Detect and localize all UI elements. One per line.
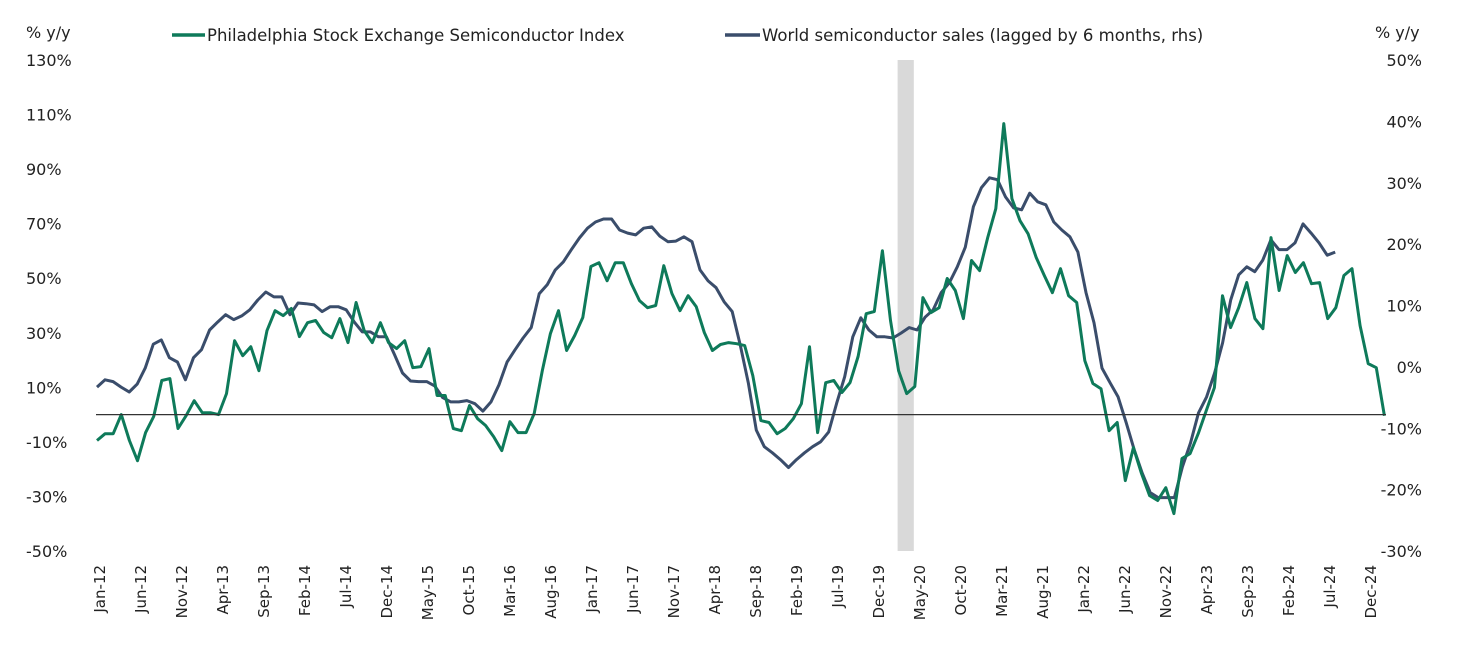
x-tick-label: Oct-15 bbox=[460, 565, 478, 615]
series-line-world-semiconductor-sales bbox=[95, 176, 1336, 500]
x-tick-label: Jan-22 bbox=[1075, 565, 1093, 614]
x-tick-label: Oct-20 bbox=[952, 565, 970, 615]
x-tick-label: Jan-17 bbox=[583, 565, 601, 614]
x-tick-label: Dec-24 bbox=[1362, 565, 1380, 619]
x-tick-label: Sep-13 bbox=[255, 565, 273, 618]
x-tick-label: Feb-14 bbox=[296, 565, 314, 616]
x-tick-label: Nov-12 bbox=[173, 565, 191, 618]
x-tick-label: Jun-22 bbox=[1116, 565, 1134, 614]
series-layer bbox=[95, 122, 1386, 516]
x-tick-label: Feb-24 bbox=[1280, 565, 1298, 616]
legend: Philadelphia Stock Exchange Semiconducto… bbox=[172, 26, 1203, 45]
x-tick-label: Apr-23 bbox=[1198, 565, 1216, 615]
right-tick-label: 50% bbox=[1386, 51, 1422, 70]
right-tick-label: 10% bbox=[1386, 297, 1422, 316]
legend-label-sox: Philadelphia Stock Exchange Semiconducto… bbox=[207, 26, 625, 45]
left-tick-label: -10% bbox=[26, 433, 67, 452]
x-tick-label: Jul-14 bbox=[337, 565, 355, 609]
right-tick-label: -20% bbox=[1381, 481, 1422, 500]
x-tick-label: Sep-18 bbox=[747, 565, 765, 618]
x-tick-label: May-20 bbox=[911, 565, 929, 620]
x-tick-label: Nov-17 bbox=[665, 565, 683, 618]
right-tick-label: 30% bbox=[1386, 174, 1422, 193]
left-tick-label: -30% bbox=[26, 487, 67, 506]
x-tick-label: Dec-19 bbox=[870, 565, 888, 619]
x-tick-label: Jul-24 bbox=[1321, 565, 1339, 609]
left-tick-label: 10% bbox=[26, 378, 62, 397]
right-tick-label: -10% bbox=[1381, 419, 1422, 438]
right-axis-label: % y/y bbox=[1375, 23, 1420, 42]
left-tick-label: 50% bbox=[26, 269, 62, 288]
x-tick-label: Nov-22 bbox=[1157, 565, 1175, 618]
left-axis-ticks: -50% -30% -10% 10% 30% 50% 70% 90% 110% 130% bbox=[26, 51, 72, 561]
right-tick-label: 20% bbox=[1386, 235, 1422, 254]
x-tick-label: May-15 bbox=[419, 565, 437, 620]
x-tick-label: Jun-12 bbox=[132, 565, 150, 614]
x-tick-label: Apr-18 bbox=[706, 565, 724, 615]
right-tick-label: 0% bbox=[1397, 358, 1422, 377]
x-tick-label: Jul-19 bbox=[829, 565, 847, 609]
shaded-period-band bbox=[897, 60, 914, 551]
x-tick-label: Aug-21 bbox=[1034, 565, 1052, 619]
left-tick-label: 70% bbox=[26, 215, 62, 234]
x-tick-label: Jan-12 bbox=[91, 565, 109, 614]
left-axis-label: % y/y bbox=[26, 23, 71, 42]
x-tick-label: Mar-21 bbox=[993, 565, 1011, 617]
left-tick-label: -50% bbox=[26, 542, 67, 561]
left-tick-label: 90% bbox=[26, 160, 62, 179]
x-tick-label: Feb-19 bbox=[788, 565, 806, 616]
x-tick-label: Dec-14 bbox=[378, 565, 396, 619]
x-tick-label: Sep-23 bbox=[1239, 565, 1257, 618]
right-axis-ticks: -30% -20% -10% 0% 10% 20% 30% 40% 50% bbox=[1381, 51, 1422, 561]
x-axis-ticks: Jan-12 Jun-12 Nov-12 Apr-13 Sep-13 Feb-14 Jul-… bbox=[91, 565, 1380, 620]
left-tick-label: 130% bbox=[26, 51, 72, 70]
legend-label-world-sales: World semiconductor sales (lagged by 6 m… bbox=[762, 26, 1203, 45]
left-tick-label: 30% bbox=[26, 324, 62, 343]
right-tick-label: -30% bbox=[1381, 542, 1422, 561]
series-line-sox-index bbox=[96, 122, 1386, 516]
right-tick-label: 40% bbox=[1386, 112, 1422, 131]
x-tick-label: Mar-16 bbox=[501, 565, 519, 617]
x-tick-label: Apr-13 bbox=[214, 565, 232, 615]
left-tick-label: 110% bbox=[26, 106, 72, 125]
x-tick-label: Jun-17 bbox=[624, 565, 642, 614]
x-tick-label: Aug-16 bbox=[542, 565, 560, 619]
